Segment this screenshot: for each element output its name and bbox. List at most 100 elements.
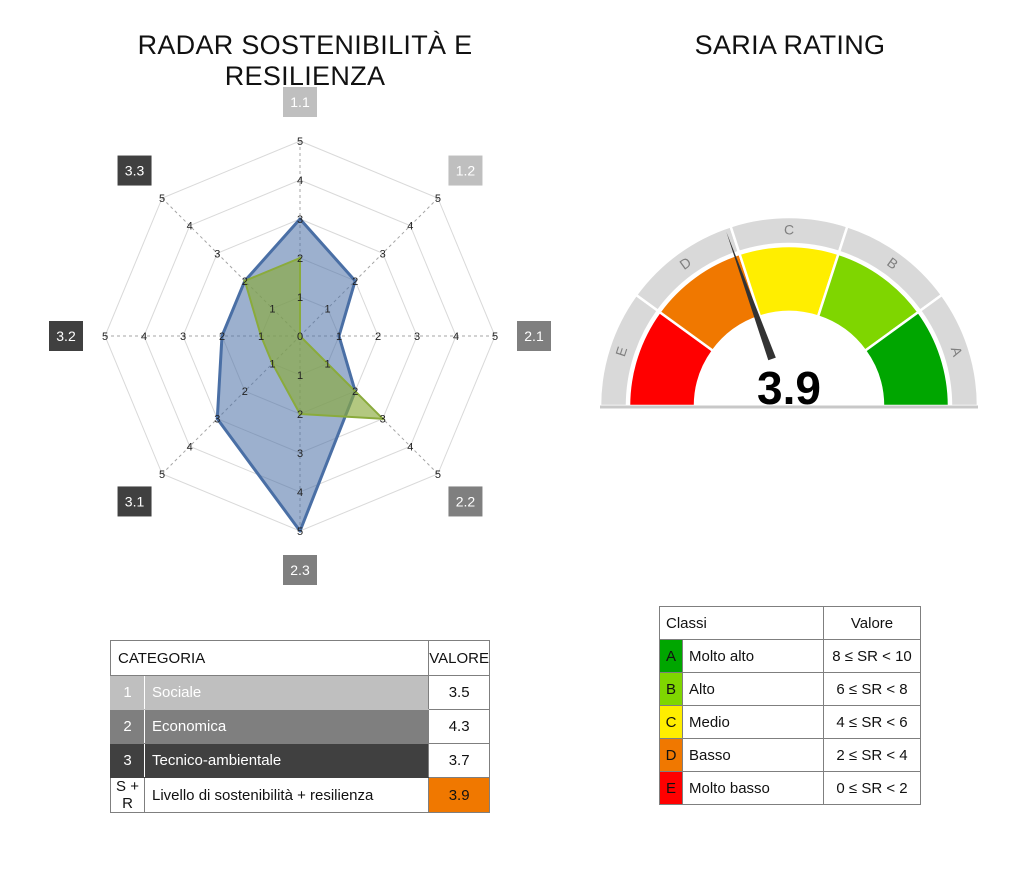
radar-tick-label: 5 <box>102 331 108 343</box>
radar-axis-label-box <box>448 155 483 186</box>
radar-series-1-point <box>337 334 341 338</box>
radar-tick-label: 5 <box>297 136 303 148</box>
class-range: 6 ≤ SR < 8 <box>823 672 921 706</box>
radar-tick-label: 0 <box>297 331 303 343</box>
table-row: S + R Livello di sostenibilità + resilie… <box>110 777 490 813</box>
radar-tick-label: 4 <box>407 441 413 453</box>
radar-tick-label: 2 <box>297 409 303 421</box>
classes-table-header: Classi Valore <box>659 606 921 640</box>
radar-tick-label: 5 <box>435 469 441 481</box>
radar-axis-label-box <box>283 87 317 117</box>
class-range: 4 ≤ SR < 6 <box>823 705 921 739</box>
radar-tick-label: 4 <box>187 441 193 453</box>
radar-tick-label: 3 <box>297 214 303 226</box>
radar-tick-label: 4 <box>187 221 193 233</box>
radar-axis-label-box <box>517 321 551 351</box>
radar-axis-label-text: 2.1 <box>524 328 544 344</box>
radar-axis-label-text: 3.1 <box>125 493 145 509</box>
classes-table: Classi Valore A Molto alto 8 ≤ SR < 10 B… <box>659 606 921 805</box>
radar-tick-label: 1 <box>269 303 275 315</box>
radar-tick-label: 5 <box>492 331 498 343</box>
table-row: 3 Tecnico-ambientale 3.7 <box>110 743 490 778</box>
table-row: C Medio 4 ≤ SR < 6 <box>659 705 921 739</box>
gauge-value: 3.9 <box>757 362 821 414</box>
radar-tick-label: 1 <box>269 359 275 371</box>
class-letter: C <box>659 705 683 739</box>
category-header: CATEGORIA <box>109 640 430 676</box>
class-label: Molto basso <box>682 771 824 805</box>
radar-tick-label: 1 <box>297 292 303 304</box>
category-label: Economica <box>143 709 430 744</box>
radar-series-2-point <box>381 417 385 421</box>
radar-tick-label: 4 <box>297 487 303 499</box>
category-table-header: CATEGORIA VALORE <box>109 640 490 676</box>
radar-axis-label-box <box>49 321 83 351</box>
radar-tick-label: 4 <box>453 331 459 343</box>
radar-axis-label-box <box>117 486 152 517</box>
radar-tick-label: 5 <box>297 526 303 538</box>
radar-chart-title: RADAR SOSTENIBILITÀ E RESILIENZA <box>137 30 473 91</box>
category-table: CATEGORIA VALORE 1 Sociale 3.5 2 Economi… <box>109 640 490 813</box>
classes-value-header: Valore <box>823 606 921 640</box>
table-row: 2 Economica 4.3 <box>110 709 490 744</box>
radar-tick-label: 5 <box>159 193 165 205</box>
class-letter: E <box>659 771 683 805</box>
class-label: Molto alto <box>682 639 824 673</box>
radar-tick-label: 1 <box>325 303 331 315</box>
radar-axis-label: 3.1 <box>117 486 152 517</box>
class-letter: D <box>659 738 683 772</box>
radar-tick-label: 3 <box>297 448 303 460</box>
class-letter: B <box>659 672 683 706</box>
radar-tick-label: 4 <box>297 175 303 187</box>
radar-tick-label: 3 <box>380 414 386 426</box>
radar-tick-label: 2 <box>242 386 248 398</box>
gauge-band-letter: C <box>784 222 794 238</box>
radar-series-1-point <box>215 417 219 421</box>
radar-tick-label: 1 <box>297 370 303 382</box>
radar-tick-label: 1 <box>336 331 342 343</box>
table-row: A Molto alto 8 ≤ SR < 10 <box>659 639 921 673</box>
radar-tick-label: 3 <box>180 331 186 343</box>
class-range: 2 ≤ SR < 4 <box>823 738 921 772</box>
category-number: 3 <box>110 743 145 778</box>
radar-axis-label: 2.1 <box>517 321 551 351</box>
category-number: 1 <box>110 675 145 710</box>
radar-series-1-point <box>298 217 302 221</box>
radar-tick-label: 2 <box>352 386 358 398</box>
radar-series-2-point <box>298 256 302 260</box>
radar-series-2-point <box>298 412 302 416</box>
radar-tick-label: 1 <box>258 331 264 343</box>
category-label: Sociale <box>143 675 430 710</box>
class-label: Medio <box>682 705 824 739</box>
radar-axis-label-box <box>448 486 483 517</box>
class-letter: A <box>659 639 683 673</box>
table-row: E Molto basso 0 ≤ SR < 2 <box>659 771 921 805</box>
radar-tick-label: 2 <box>352 276 358 288</box>
table-row: 1 Sociale 3.5 <box>110 675 490 710</box>
radar-axis-label: 1.2 <box>448 155 483 186</box>
radar-tick-label: 3 <box>214 414 220 426</box>
category-label: Livello di sostenibilità + resilienza <box>143 777 430 813</box>
table-row: D Basso 2 ≤ SR < 4 <box>659 738 921 772</box>
class-label: Basso <box>682 738 824 772</box>
radar-tick-label: 4 <box>141 331 147 343</box>
radar-tick-label: 2 <box>297 253 303 265</box>
class-range: 0 ≤ SR < 2 <box>823 771 921 805</box>
radar-axis-label: 3.2 <box>49 321 83 351</box>
radar-series-1-point <box>353 279 357 283</box>
gauge-needle <box>726 231 776 361</box>
radar-axis-label-text: 2.2 <box>456 493 476 509</box>
radar-series-2-area <box>243 257 384 420</box>
radar-axis-label-text: 3.3 <box>125 163 145 179</box>
gauge-chart-title: SARIA RATING <box>694 30 886 60</box>
category-number: 2 <box>110 709 145 744</box>
category-value: 4.3 <box>428 709 490 744</box>
radar-axis-label: 3.3 <box>117 155 152 186</box>
radar-tick-label: 3 <box>214 248 220 260</box>
radar-tick-label: 2 <box>242 276 248 288</box>
radar-tick-label: 5 <box>435 193 441 205</box>
radar-tick-label: 3 <box>414 331 420 343</box>
radar-tick-label: 1 <box>325 359 331 371</box>
class-label: Alto <box>682 672 824 706</box>
